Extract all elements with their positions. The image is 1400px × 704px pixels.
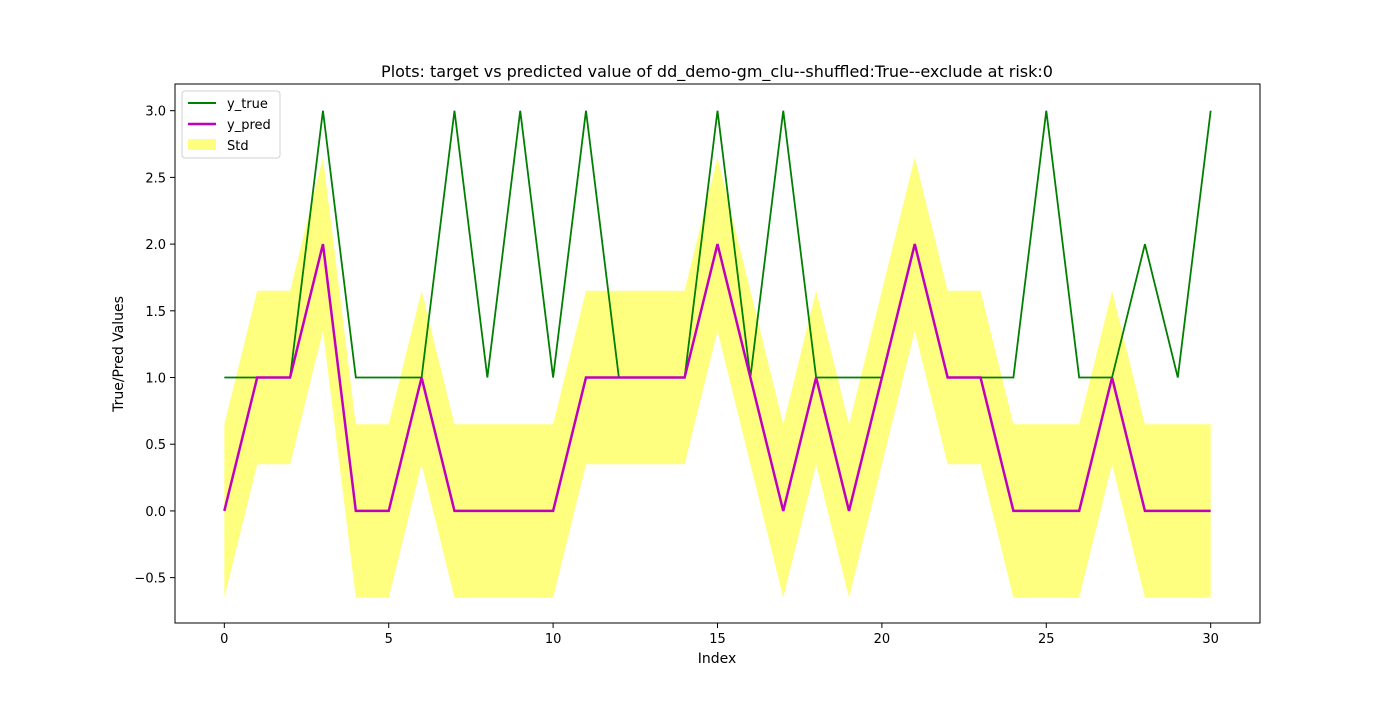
y-axis-ticks: −0.5 0.0 0.5 1.0 1.5 2.0 2.5 3.0 [134, 105, 175, 587]
series-lines-layer [223, 110, 1212, 513]
series-line-y-pred [223, 243, 1211, 513]
y-tick-label: 1.5 [145, 305, 166, 320]
x-tick-label: 20 [874, 632, 891, 647]
y-tick-label: 0.5 [145, 438, 166, 453]
x-tick-label: 0 [220, 632, 228, 647]
y-tick-label: 2.0 [145, 238, 166, 253]
series-line-y-true [224, 110, 1212, 379]
x-tick-label: 15 [709, 632, 726, 647]
chart-legend: y_true y_pred Std [181, 90, 281, 159]
x-tick-label: 5 [385, 632, 393, 647]
legend-label-y-pred: y_pred [227, 118, 271, 133]
legend-label-y-true: y_true [227, 97, 268, 112]
x-tick-label: 30 [1202, 632, 1219, 647]
chart-title: Plots: target vs predicted value of dd_d… [381, 62, 1053, 82]
legend-swatch-std [188, 139, 216, 150]
std-band [224, 157, 1211, 598]
y-tick-label: 2.5 [145, 171, 166, 186]
x-axis-label: Index [698, 651, 737, 667]
std-band-layer [224, 157, 1211, 598]
x-tick-label: 10 [545, 632, 562, 647]
x-axis-ticks: 0 5 10 15 20 25 30 [220, 623, 1219, 647]
y-axis-label: True/Pred Values [111, 296, 127, 413]
y-tick-label: 0.0 [145, 505, 166, 520]
y-tick-label: −0.5 [134, 572, 166, 587]
y-tick-label: 1.0 [145, 372, 166, 387]
y-tick-label: 3.0 [145, 105, 166, 120]
legend-label-std: Std [227, 139, 249, 154]
x-tick-label: 25 [1038, 632, 1055, 647]
